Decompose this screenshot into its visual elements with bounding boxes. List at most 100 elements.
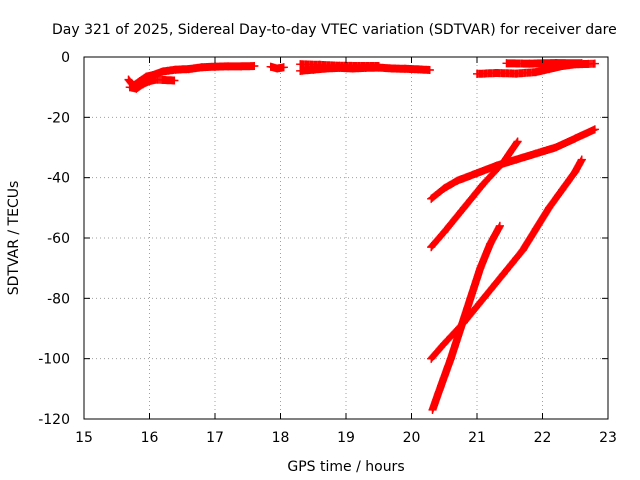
- data-point: [551, 59, 560, 67]
- data-point: [428, 405, 437, 414]
- x-tick-label: 18: [272, 430, 290, 446]
- data-point: [479, 179, 488, 188]
- x-tick-label: 21: [468, 430, 486, 446]
- x-tick-label: 23: [599, 430, 617, 446]
- series-markers: [125, 75, 179, 93]
- data-point: [545, 203, 554, 212]
- data-point: [266, 62, 275, 71]
- y-tick-label: -60: [47, 231, 70, 247]
- data-point: [273, 64, 282, 73]
- series-band-late-upper: [502, 59, 586, 68]
- data-point: [518, 246, 527, 255]
- data-point: [473, 169, 481, 178]
- data-point: [279, 63, 288, 72]
- y-tick-label: 0: [61, 50, 70, 66]
- series-arc-2: [427, 137, 522, 252]
- data-point: [446, 354, 455, 363]
- data-point: [197, 63, 206, 72]
- data-point: [237, 62, 246, 71]
- data-point: [125, 83, 134, 92]
- grid-lines: [84, 57, 608, 419]
- series-band-early-lower: [125, 75, 179, 93]
- data-point: [387, 64, 396, 73]
- x-tick-label: 16: [141, 430, 159, 446]
- data-point: [211, 62, 219, 71]
- data-point: [425, 66, 434, 74]
- data-point: [531, 149, 540, 158]
- data-point: [414, 65, 423, 74]
- data-point: [124, 75, 133, 84]
- data-point: [374, 62, 383, 70]
- data-point: [466, 294, 475, 303]
- data-point: [250, 62, 259, 70]
- data-point: [571, 167, 580, 176]
- data-point: [440, 228, 449, 236]
- data-point: [158, 75, 167, 84]
- data-point: [440, 184, 449, 193]
- data-point: [590, 59, 599, 68]
- data-point: [427, 194, 436, 203]
- series-arc-1: [427, 125, 599, 203]
- data-point: [296, 60, 305, 69]
- data-point: [495, 221, 504, 230]
- data-point: [139, 80, 147, 89]
- series-band-mid-upper: [296, 60, 383, 70]
- series-markers: [427, 125, 599, 203]
- data-point: [315, 60, 324, 69]
- data-point: [171, 65, 180, 74]
- data-point: [296, 66, 305, 75]
- series-band-18: [266, 62, 288, 73]
- series-arc-4: [428, 221, 504, 414]
- data-point: [499, 158, 508, 167]
- y-tick-label: -100: [38, 352, 70, 368]
- x-tick-labels: 15 16 17 18 19 20 21 22 23: [75, 430, 617, 446]
- data-point: [502, 59, 511, 68]
- axis-ticks: [83, 56, 609, 420]
- y-tick-label: -40: [47, 171, 70, 187]
- x-tick-label: 15: [75, 430, 93, 446]
- data-point: [456, 324, 465, 333]
- data-point: [224, 62, 233, 71]
- data-point: [184, 65, 193, 74]
- data-point: [158, 67, 167, 76]
- series-arc-3: [427, 155, 586, 363]
- data-point: [427, 243, 436, 252]
- data-point: [512, 69, 521, 78]
- data-point: [590, 125, 599, 134]
- data-point: [400, 64, 409, 73]
- y-tick-label: -80: [47, 291, 70, 307]
- data-points: [124, 59, 599, 414]
- data-point: [427, 354, 436, 363]
- x-tick-label: 22: [534, 430, 552, 446]
- data-point: [355, 62, 364, 70]
- data-point: [170, 76, 179, 85]
- y-tick-label: -20: [47, 110, 70, 126]
- data-point: [577, 59, 586, 68]
- data-point: [453, 176, 462, 185]
- data-point: [551, 143, 560, 152]
- data-point: [571, 134, 580, 143]
- y-tick-labels: 0 -20 -40 -60 -80 -100 -120: [38, 50, 70, 428]
- data-point: [577, 155, 586, 164]
- data-point: [531, 68, 540, 77]
- series-band-early: [124, 62, 259, 90]
- data-point: [459, 203, 468, 212]
- data-point: [525, 59, 534, 68]
- data-point: [492, 69, 501, 77]
- data-point: [132, 84, 141, 93]
- data-point: [335, 61, 344, 70]
- data-point: [473, 69, 481, 78]
- chart-title: Day 321 of 2025, Sidereal Day-to-day VTE…: [52, 22, 617, 38]
- data-point: [499, 270, 508, 279]
- y-tick-label: -120: [38, 412, 70, 428]
- data-point: [513, 137, 522, 146]
- data-point: [486, 240, 495, 248]
- series-markers: [502, 59, 586, 68]
- data-point: [479, 294, 488, 303]
- y-axis-label: SDTVAR / TECUs: [6, 181, 22, 296]
- x-tick-label: 20: [403, 430, 421, 446]
- data-point: [440, 339, 449, 348]
- data-point: [512, 155, 521, 164]
- data-point: [437, 381, 445, 390]
